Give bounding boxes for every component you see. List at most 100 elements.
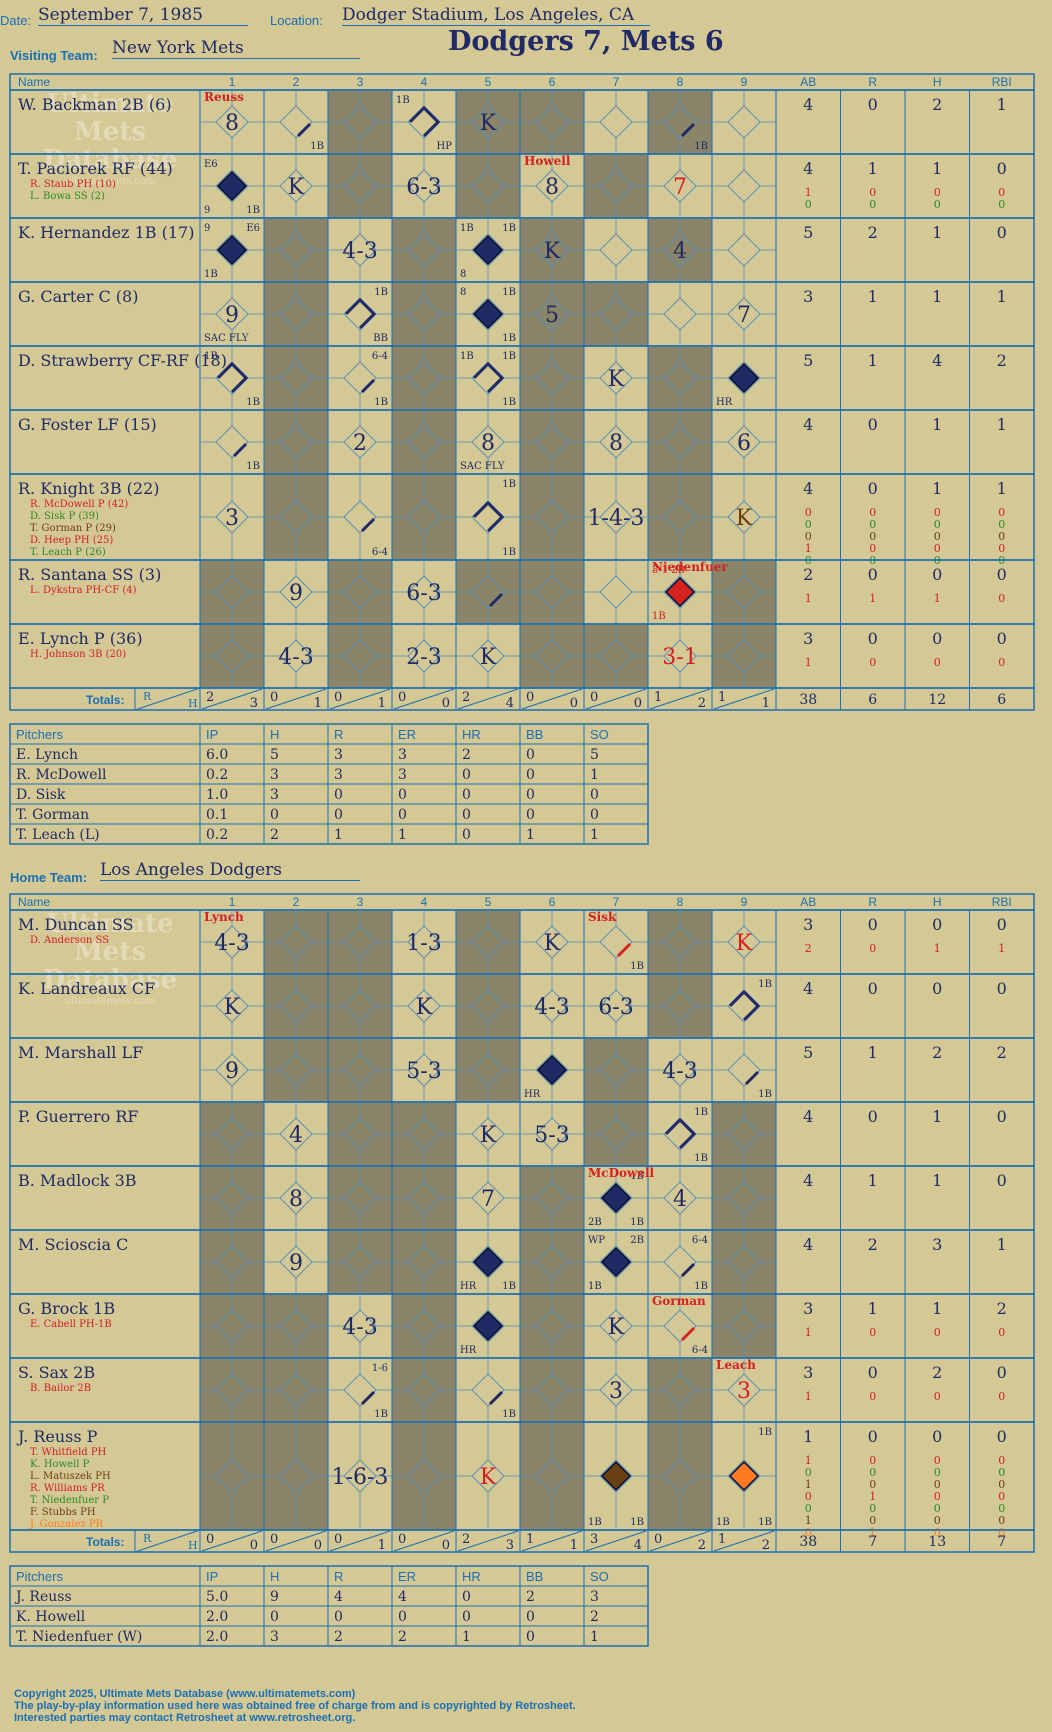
batter-stat: 2 — [932, 1043, 942, 1062]
pitcher-stat: 3 — [334, 747, 343, 763]
pitcher-stat: 2 — [270, 827, 279, 843]
batter-name: E. Lynch P (36) — [18, 629, 143, 648]
play-note: 1B — [716, 1517, 730, 1528]
batter-stat: 4 — [803, 1107, 813, 1126]
batter-stat: 0 — [998, 1466, 1005, 1479]
substitute-name: H. Johnson 3B (20) — [30, 649, 126, 660]
base-diamond — [663, 1117, 697, 1151]
pitching-change-note: Sisk — [588, 910, 617, 924]
batter-stat: 2 — [932, 95, 942, 114]
play-note: 6-4 — [692, 1235, 708, 1246]
batter-stat: 0 — [869, 1390, 876, 1403]
totals-label: Totals: — [86, 1535, 124, 1549]
batter-stat: 0 — [998, 1390, 1005, 1403]
play-result: 4 — [289, 1123, 303, 1148]
totals-slash — [649, 1530, 711, 1552]
pitcher-stat: 1 — [590, 1629, 599, 1645]
watermark-url: ultimatemets.com — [64, 176, 156, 187]
play-note: 1B — [502, 397, 516, 408]
pitcher-name: T. Gorman — [16, 807, 89, 823]
pitcher-stat: 2.0 — [206, 1609, 228, 1625]
rh-legend-r: R — [143, 690, 152, 703]
batter-name: P. Guerrero RF — [18, 1107, 139, 1126]
pitcher-stat: 6.0 — [206, 747, 228, 763]
pitcher-stat: 0.2 — [206, 827, 228, 843]
substitute-name: K. Howell P — [30, 1459, 90, 1470]
play-note: 1B — [502, 479, 516, 490]
batter-name: K. Hernandez 1B (17) — [18, 223, 194, 242]
batter-stat: 3 — [803, 629, 813, 648]
batter-stat: 0 — [869, 506, 876, 519]
batter-name: T. Paciorek RF (44) — [18, 159, 173, 178]
pitcher-stat: 5 — [590, 747, 599, 763]
base-diamond — [599, 105, 633, 139]
base-diamond — [471, 1373, 505, 1407]
substitute-name: T. Niedenfuer P — [30, 1495, 109, 1506]
pitcher-stat: 1.0 — [206, 787, 228, 803]
play-note: BB — [373, 333, 388, 344]
inning-hits: 1 — [378, 1538, 386, 1553]
scored-run-diamond — [472, 234, 504, 266]
batter-name: G. Brock 1B — [18, 1299, 115, 1318]
batter-stat: 1 — [932, 1299, 942, 1318]
inning-header: 7 — [613, 895, 620, 909]
base-diamond — [663, 1245, 697, 1279]
batter-stat: 0 — [805, 198, 812, 211]
pitcher-stat: 3 — [398, 747, 407, 763]
batter-stat: 0 — [998, 1526, 1005, 1539]
play-note: 1B — [588, 1517, 602, 1528]
play-note: 1B — [396, 95, 410, 106]
basepath-mark — [360, 378, 376, 394]
pitch-col-header: IP — [206, 1569, 218, 1584]
pitcher-stat: 0 — [526, 787, 535, 803]
batter-stat: 0 — [998, 530, 1005, 543]
batter-stat: 1 — [803, 1427, 813, 1446]
batter-stat: 0 — [934, 542, 941, 555]
pitcher-stat: 0 — [398, 1609, 407, 1625]
pitcher-stat: 1 — [462, 1629, 471, 1645]
inning-runs: 2 — [206, 690, 214, 705]
base-diamond — [279, 105, 313, 139]
batter-stat: 1 — [932, 159, 942, 178]
inning-header: 1 — [229, 895, 236, 909]
batter-stat: 0 — [997, 979, 1007, 998]
batter-stat: 2 — [868, 1235, 878, 1254]
rh-legend-slash — [134, 1529, 201, 1553]
batter-stat: 1 — [868, 1171, 878, 1190]
play-note: HR — [716, 397, 733, 408]
batter-stat: 0 — [998, 1478, 1005, 1491]
batter-stat: 0 — [869, 186, 876, 199]
name-header: Name — [18, 895, 50, 909]
inning-hits: 1 — [378, 696, 386, 711]
batter-stat: 0 — [869, 1478, 876, 1491]
pitch-col-header: ER — [398, 1569, 416, 1584]
inning-header: 7 — [613, 75, 620, 89]
batter-name: J. Reuss P — [16, 1427, 98, 1446]
stat-header: R — [868, 895, 877, 909]
play-result: 4-3 — [662, 1059, 697, 1084]
pitcher-stat: 2 — [526, 1589, 535, 1605]
batter-stat: 0 — [997, 1171, 1007, 1190]
play-result: K — [480, 1123, 497, 1148]
pitching-change-note: McDowell — [588, 1166, 655, 1180]
batter-stat: 0 — [869, 518, 876, 531]
inning-runs: 0 — [654, 1532, 662, 1547]
inning-runs: 0 — [334, 690, 342, 705]
substitute-name: T. Whitfield PH — [30, 1447, 107, 1458]
substitute-name: R. Staub PH (10) — [30, 179, 116, 190]
play-note: HR — [460, 1345, 477, 1356]
pitching-change-note: Reuss — [204, 90, 244, 104]
inning-hits: 0 — [442, 696, 450, 711]
batter-stat: 0 — [868, 479, 878, 498]
base-diamond — [663, 297, 697, 331]
inning-hits: 3 — [506, 1538, 514, 1553]
watermark-line3: Database — [43, 145, 177, 175]
batter-stat: 0 — [997, 1363, 1007, 1382]
play-result: 4 — [673, 1187, 687, 1212]
totals-slash — [521, 688, 583, 710]
batter-stat: 0 — [868, 1363, 878, 1382]
inning-runs: 0 — [334, 1532, 342, 1547]
inning-runs: 1 — [526, 1532, 534, 1547]
play-result: K — [544, 931, 561, 956]
